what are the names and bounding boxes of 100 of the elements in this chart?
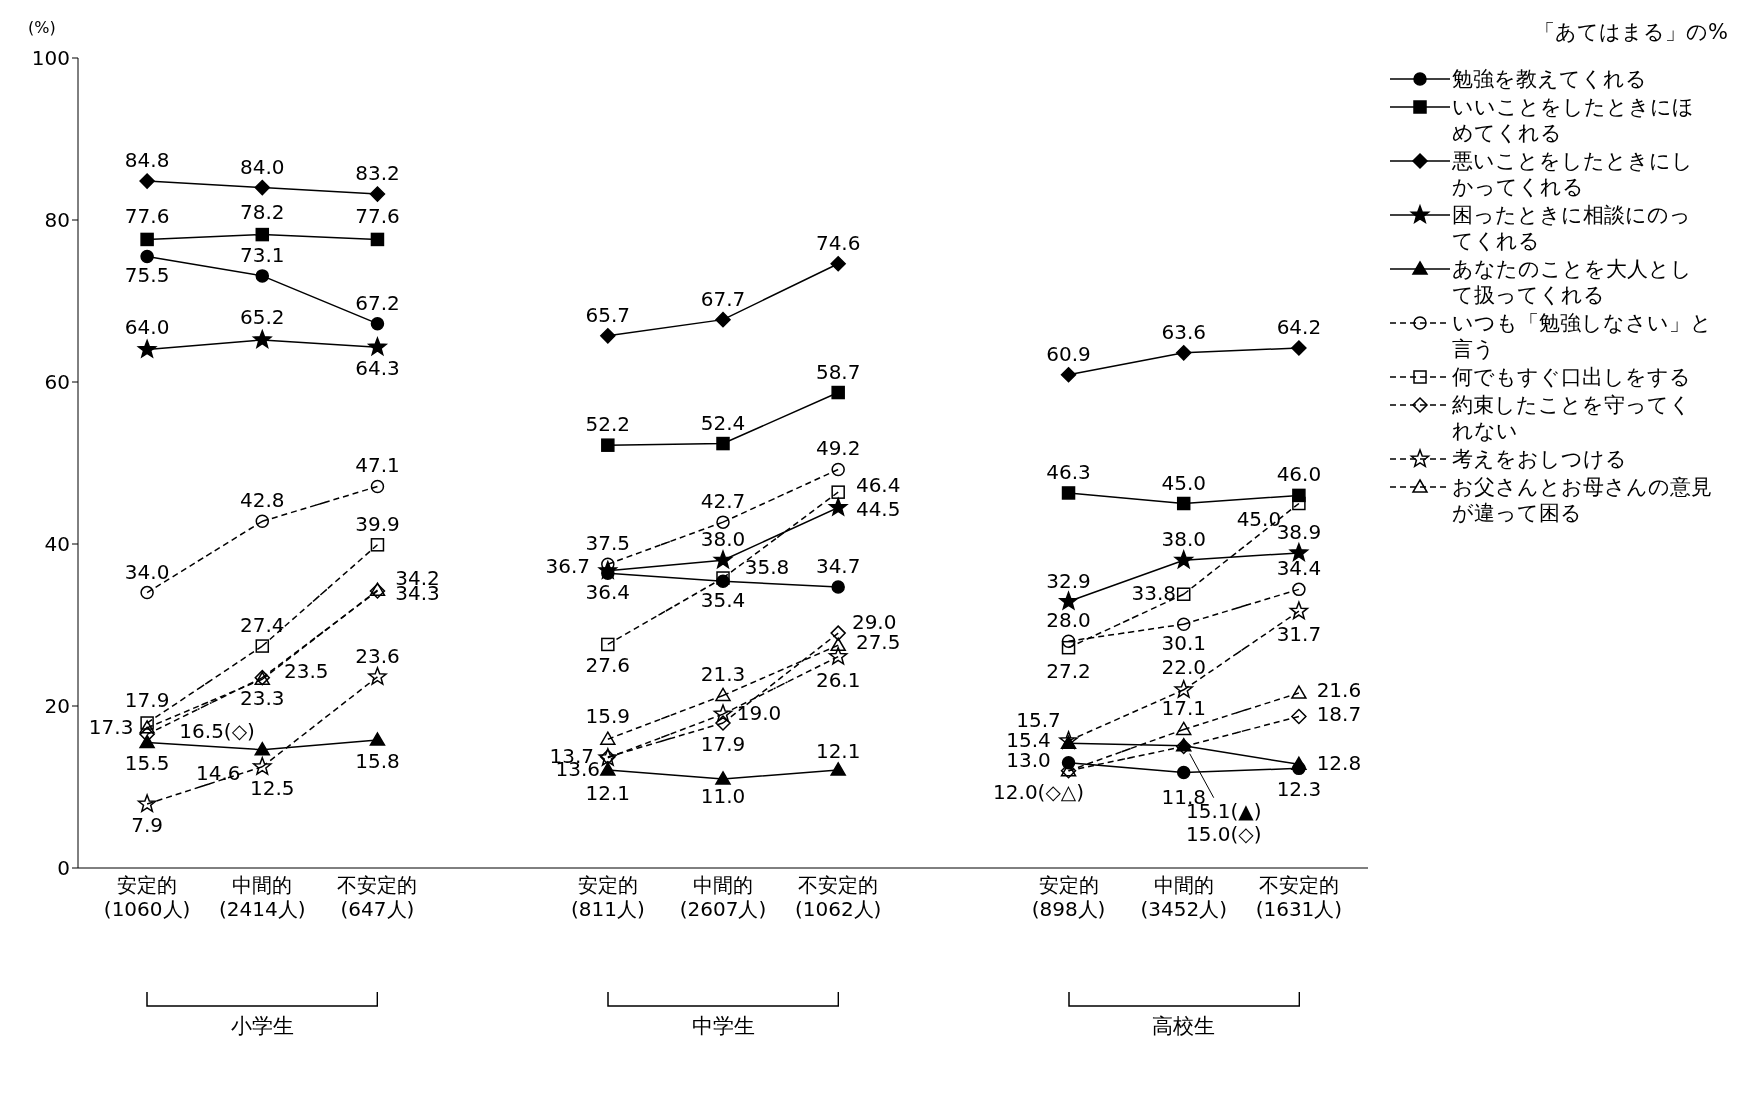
point [140,585,154,600]
y-axis-title: (%) [28,18,56,37]
data-label: 31.7 [1276,622,1322,647]
x-tick-label: 安定的 (811人) [570,873,645,921]
data-label: 84.0 [240,154,285,179]
legend-label: 悪いことをしたときにしかってくれる [1452,148,1694,200]
data-label: 12.8 [1316,751,1362,776]
data-label: 28.0 [1046,608,1091,633]
text: 中学生 [690,1013,756,1040]
data-label: 67.2 [355,290,400,315]
point [601,637,615,652]
data-label: 11.0 [700,783,746,808]
data-label: 46.4 [855,473,901,498]
y-tick-label: 60 [44,370,70,395]
point [137,339,157,358]
data-label: 7.9 [131,813,164,838]
data-label: 35.8 [744,555,790,580]
data-label: 12.3 [1276,777,1322,802]
point [600,328,616,344]
data-label: 22.0 [1161,654,1206,679]
data-label: 17.9 [124,688,170,713]
data-label: 46.0 [1276,462,1322,487]
legend-label: 何でもすぐ口出しをする [1452,364,1692,390]
point [1176,587,1191,601]
data-label: 15.9 [585,704,631,729]
point [1061,634,1076,648]
point [1059,591,1078,610]
data-label: 19.0 [736,701,782,726]
point [715,311,731,328]
data-label: 52.4 [700,410,746,435]
point [255,514,270,529]
point [368,337,387,356]
point [1060,366,1077,383]
point [715,771,731,785]
data-label: 17.3 [88,714,134,739]
legend-label: 考えをおしつける [1452,446,1628,472]
data-label: 49.2 [815,436,861,461]
data-label: 30.1 [1161,631,1206,656]
x-tick-label: 不安定的 (1062人) [794,873,882,921]
point [830,625,846,641]
point [1176,496,1191,511]
point [255,639,270,653]
point [1291,340,1307,356]
point [1176,765,1191,780]
legend-label: 勉強を教えてくれる [1452,66,1648,92]
point [1174,550,1194,569]
point [255,269,270,283]
point [713,550,733,569]
data-label: 35.4 [700,588,746,613]
data-label: 33.8 [1131,581,1176,606]
data-label: 12.5 [250,775,295,800]
data-label: 38.0 [700,527,746,552]
point [830,637,846,651]
point [715,715,731,731]
point [831,462,845,477]
point [370,479,385,494]
point [716,436,730,451]
data-label: 34.4 [1276,556,1322,581]
data-label: 15.0(◇) [1185,821,1262,846]
data-label: 16.5(◇) [179,719,255,744]
y-tick-label: 0 [57,856,70,881]
data-label: 44.5 [855,496,901,521]
legend-title: 「あてはまる」の% [1533,19,1728,46]
data-label: 65.7 [585,302,631,327]
data-label: 84.8 [124,148,170,173]
data-label: 39.9 [355,511,400,536]
point [369,186,386,202]
point [1292,582,1306,597]
legend-label: 約束したことを守ってくれない [1452,392,1692,444]
point [140,716,154,730]
data-label: 64.0 [124,314,170,339]
point [1061,486,1076,500]
data-label: 26.1 [815,667,861,692]
data-label: 12.1 [815,738,861,763]
point [1291,756,1307,771]
x-tick-label: 不安定的 (647人) [337,873,418,921]
data-label: 32.9 [1046,568,1091,593]
data-label: 12.0(◇△) [993,779,1084,804]
data-label: 67.7 [700,286,746,311]
point [370,232,385,247]
point [600,731,616,745]
point [1174,680,1194,698]
x-tick-label: 安定的 (1060人) [103,873,191,921]
legend-label: あなたのことを大人として扱ってくれる [1452,256,1693,308]
x-tick-label: 中間的 (2607人) [679,873,767,921]
point [368,667,387,685]
data-label: 27.6 [585,653,631,678]
data-label: 78.2 [240,199,285,224]
data-label: 42.7 [700,489,746,514]
data-label: 15.8 [355,749,400,774]
point [139,720,155,734]
data-label: 17.9 [700,732,746,757]
point [1175,721,1192,736]
data-label: 14.6 [196,760,241,785]
legend-label: いつも「勉強しなさい」と言う [1452,310,1712,362]
point [137,794,157,813]
legend-label: お父さんとお母さんの意見が違って困る [1452,474,1712,526]
point [1291,685,1307,699]
data-label: 63.6 [1161,319,1206,344]
data-label: 21.6 [1316,678,1362,703]
